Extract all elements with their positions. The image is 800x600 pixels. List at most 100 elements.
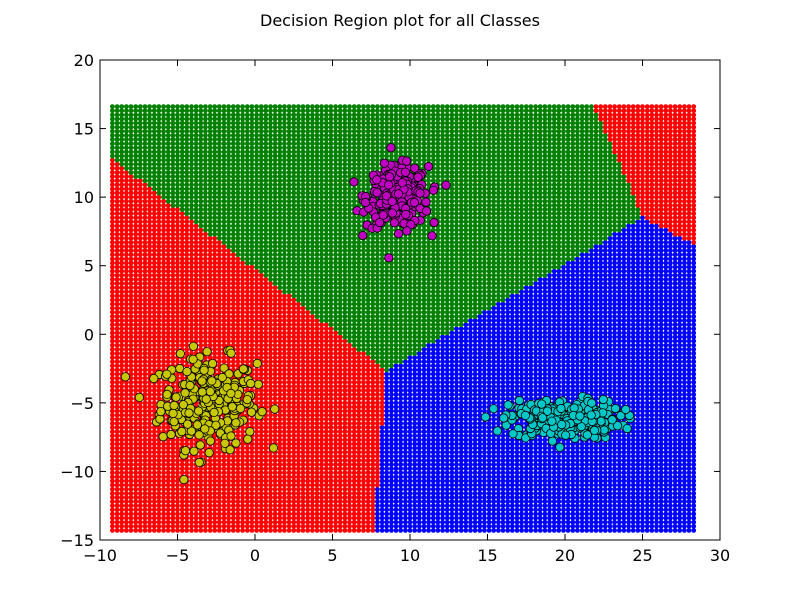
region-point [161, 343, 166, 348]
region-point [259, 137, 264, 142]
region-point [319, 487, 324, 492]
region-point [119, 384, 124, 389]
region-point [287, 211, 292, 216]
region-point [157, 384, 162, 389]
region-point [166, 129, 171, 134]
region-point [315, 108, 320, 113]
region-point [208, 104, 213, 109]
region-point [138, 158, 143, 163]
region-point [268, 363, 273, 368]
region-point [208, 503, 213, 508]
region-point [305, 363, 310, 368]
region-point [143, 182, 148, 187]
region-point [310, 182, 315, 187]
region-point [143, 351, 148, 356]
region-point [194, 236, 199, 241]
region-point [273, 495, 278, 500]
region-point [273, 421, 278, 426]
region-point [124, 475, 129, 480]
region-point [161, 285, 166, 290]
region-point [124, 236, 129, 241]
region-point [147, 326, 152, 331]
region-point [166, 178, 171, 183]
region-point [329, 475, 334, 480]
region-point [222, 507, 227, 512]
region-point [138, 306, 143, 311]
region-point [133, 154, 138, 159]
region-point [315, 368, 320, 373]
region-point [189, 294, 194, 299]
region-point [115, 166, 120, 171]
region-point [203, 182, 208, 187]
region-point [236, 277, 241, 282]
region-point [129, 347, 134, 352]
region-point [152, 269, 157, 274]
region-point [273, 182, 278, 187]
region-point [180, 121, 185, 126]
region-point [115, 236, 120, 241]
region-point [194, 507, 199, 512]
region-point [231, 331, 236, 336]
region-point [119, 503, 124, 508]
region-point [236, 125, 241, 130]
region-point [152, 199, 157, 204]
region-point [171, 446, 176, 451]
region-point [129, 310, 134, 315]
region-point [152, 145, 157, 150]
region-point [315, 252, 320, 257]
region-point [203, 281, 208, 286]
region-point [287, 433, 292, 438]
region-point [315, 499, 320, 504]
region-point [226, 174, 231, 179]
region-point [273, 380, 278, 385]
region-point [171, 187, 176, 192]
region-point [273, 512, 278, 517]
region-point [226, 516, 231, 521]
region-point [175, 162, 180, 167]
region-point [268, 384, 273, 389]
region-point [184, 310, 189, 315]
region-point [226, 203, 231, 208]
region-point [184, 195, 189, 200]
region-point [291, 285, 296, 290]
region-point [184, 162, 189, 167]
region-point [115, 462, 120, 467]
region-point [184, 269, 189, 274]
region-point [305, 520, 310, 525]
region-point [231, 158, 236, 163]
region-point [143, 331, 148, 336]
region-point [180, 269, 185, 274]
region-point [315, 438, 320, 443]
region-point [240, 454, 245, 459]
region-point [115, 466, 120, 471]
region-point [329, 491, 334, 496]
region-point [245, 261, 250, 266]
region-point [273, 252, 278, 257]
region-point [291, 302, 296, 307]
region-point [147, 195, 152, 200]
region-point [282, 507, 287, 512]
region-point [222, 326, 227, 331]
region-point [208, 224, 213, 229]
region-point [147, 199, 152, 204]
region-point [273, 302, 278, 307]
region-point [161, 475, 166, 480]
region-point [138, 417, 143, 422]
region-point [110, 335, 115, 340]
region-point [301, 487, 306, 492]
region-point [254, 277, 259, 282]
region-point [143, 425, 148, 430]
region-point [152, 466, 157, 471]
region-point [231, 203, 236, 208]
region-point [226, 195, 231, 200]
region-point [329, 273, 334, 278]
region-point [110, 318, 115, 323]
region-point [245, 150, 250, 155]
region-point [157, 236, 162, 241]
region-point [175, 248, 180, 253]
region-point [110, 306, 115, 311]
region-point [296, 343, 301, 348]
region-point [212, 162, 217, 167]
region-point [143, 405, 148, 410]
region-point [287, 195, 292, 200]
